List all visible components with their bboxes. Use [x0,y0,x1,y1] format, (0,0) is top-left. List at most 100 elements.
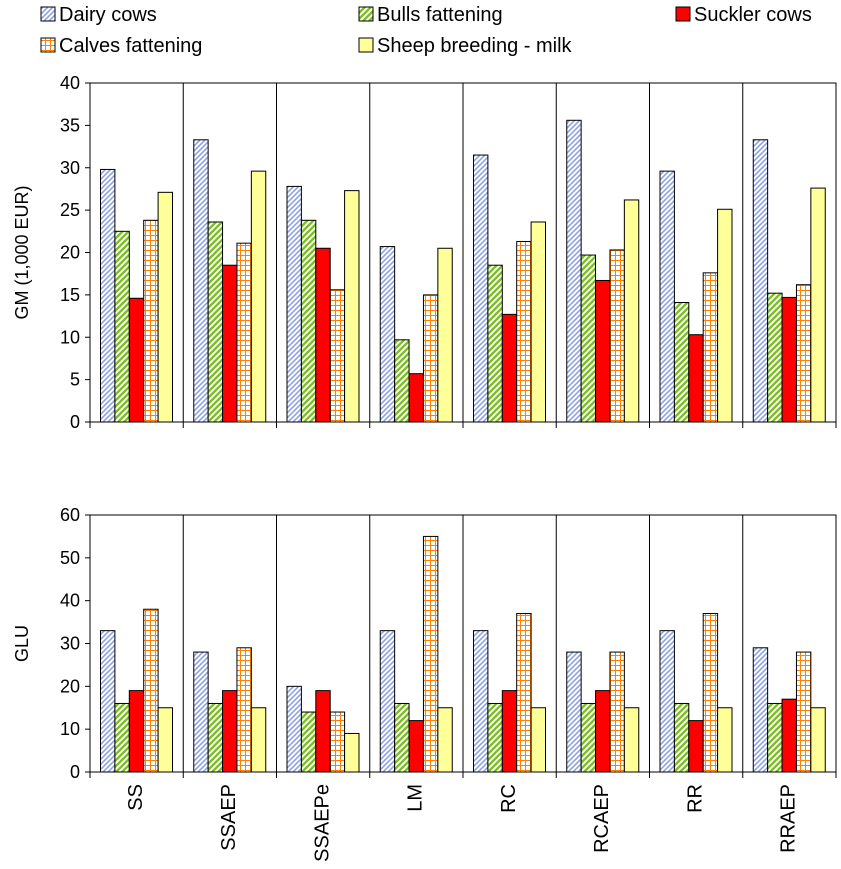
gm-y-tick-label: 25 [60,200,80,220]
legend-label-dairy-cows: Dairy cows [59,4,157,26]
glu-bar-bulls-fattening-rraep [767,702,783,773]
legend-swatch-bulls-fattening [358,6,374,22]
legend-swatch-suckler-cows [675,6,691,22]
gm-bar-bulls-fattening-ss [114,230,130,423]
category-label-rr: RR [684,784,706,813]
gm-bar-bulls-fattening-lm [394,339,410,423]
glu-bar-sheep-breeding-milk-ssaep [250,707,267,773]
legend-swatch-calves-fattening [40,37,56,53]
glu-bar-suckler-cows-ssaep [222,690,238,773]
glu-bar-suckler-cows-rr [688,720,704,773]
gm-bar-calves-fattening-rc [516,240,532,423]
category-label-ssaepe: SSAEPe [311,784,333,862]
gm-y-tick-label: 10 [60,327,80,347]
glu-bar-sheep-breeding-milk-ss [157,707,174,773]
glu-bar-calves-fattening-ssaepe [329,711,346,773]
legend: Dairy cows Bulls fattening Suckler cows … [40,4,812,57]
gm-bar-suckler-cows-rc [501,313,518,423]
gm-bar-dairy-cows-ss [100,168,116,423]
legend-label-sheep-breeding-milk: Sheep breeding - milk [377,35,573,57]
glu-bar-sheep-breeding-milk-lm [437,707,453,773]
gm-bar-dairy-cows-ssaep [193,139,209,423]
gm-bar-calves-fattening-rcaep [609,249,625,423]
glu-bar-suckler-cows-lm [408,720,424,773]
gm-bar-calves-fattening-ssaepe [329,289,346,423]
legend-swatch-sheep-breeding-milk [358,37,374,53]
glu-bar-calves-fattening-rcaep [609,651,625,773]
glu-y-tick-label: 30 [60,634,80,654]
glu-y-tick-label: 50 [60,548,80,568]
gm-bar-calves-fattening-ssaep [236,242,252,423]
gm-bar-bulls-fattening-rr [673,302,690,423]
gm-bar-dairy-cows-rc [473,154,489,423]
gm-bar-sheep-breeding-milk-rc [530,221,546,423]
glu-bar-sheep-breeding-milk-ssaepe [344,732,360,773]
glu-bar-calves-fattening-rraep [795,651,812,773]
gm-bar-dairy-cows-ssaepe [286,185,302,423]
gm-bar-bulls-fattening-ssaepe [300,219,317,423]
gm-bar-suckler-cows-ssaep [222,264,238,423]
glu-bar-calves-fattening-ss [143,608,159,773]
glu-bar-dairy-cows-rr [659,630,675,773]
glu-bar-bulls-fattening-rc [487,702,503,773]
glu-bar-bulls-fattening-rcaep [580,702,597,773]
glu-chart-panel: 0 10 20 30 40 50 60 GLU [12,505,837,782]
glu-bar-bulls-fattening-ss [114,702,130,773]
gm-bar-sheep-breeding-milk-ssaepe [344,190,360,423]
glu-bar-calves-fattening-rc [516,613,532,773]
legend-label-bulls-fattening: Bulls fattening [377,4,503,26]
glu-bar-bulls-fattening-ssaep [207,702,224,773]
gm-bar-suckler-cows-rr [688,334,704,423]
glu-bar-calves-fattening-rr [702,613,719,773]
glu-bar-dairy-cows-ssaep [193,651,209,773]
gm-bar-dairy-cows-rcaep [566,119,582,423]
gm-bar-calves-fattening-ss [143,219,159,423]
category-label-ssaep: SSAEP [218,784,240,851]
gm-y-tick-label: 30 [60,158,80,178]
gm-bar-bulls-fattening-rcaep [580,254,597,423]
gm-bar-dairy-cows-rr [659,170,675,423]
legend-label-calves-fattening: Calves fattening [59,35,202,57]
gm-y-tick-label: 40 [60,73,80,93]
glu-bar-bulls-fattening-rr [673,702,690,773]
category-axis-labels: SS SSAEP SSAEPe LM RC RCAEP RR RRAEP [125,784,800,862]
glu-bar-bulls-fattening-lm [394,702,410,773]
gm-bar-calves-fattening-rraep [795,284,812,423]
gm-bar-sheep-breeding-milk-rcaep [623,199,640,423]
glu-bar-dairy-cows-lm [379,630,396,773]
category-label-rcaep: RCAEP [591,784,613,853]
gm-bar-bulls-fattening-ssaep [207,221,224,423]
legend-item-dairy-cows: Dairy cows [40,4,157,26]
gm-bar-suckler-cows-ssaepe [315,247,331,423]
glu-bar-dairy-cows-rcaep [566,651,582,773]
gm-bar-calves-fattening-lm [422,294,439,423]
glu-y-tick-label: 40 [60,591,80,611]
gm-y-tick-label: 15 [60,285,80,305]
gm-bar-bulls-fattening-rraep [767,292,783,423]
glu-y-tick-label: 60 [60,505,80,525]
glu-bar-suckler-cows-rc [501,690,518,773]
glu-y-tick-label: 10 [60,719,80,739]
gm-bar-suckler-cows-rcaep [595,279,611,423]
legend-item-sheep-breeding-milk: Sheep breeding - milk [358,35,573,57]
glu-y-tick-label: 0 [70,762,80,782]
glu-bar-sheep-breeding-milk-rcaep [623,707,640,773]
gm-bar-suckler-cows-ss [128,297,145,423]
glu-bar-dairy-cows-ss [100,630,116,773]
gm-bar-sheep-breeding-milk-rr [717,208,733,423]
glu-bar-suckler-cows-ss [128,690,145,773]
glu-bar-suckler-cows-ssaepe [315,690,331,773]
legend-item-bulls-fattening: Bulls fattening [358,4,503,26]
gm-bar-calves-fattening-rr [702,272,719,423]
glu-bar-calves-fattening-ssaep [236,647,252,773]
glu-bar-suckler-cows-rcaep [595,690,611,773]
gm-bar-sheep-breeding-milk-rraep [810,187,826,423]
gm-y-tick-label: 35 [60,115,80,135]
gm-bar-sheep-breeding-milk-ssaep [250,170,267,423]
glu-bar-calves-fattening-lm [422,535,439,773]
gm-bar-sheep-breeding-milk-ss [157,191,174,423]
gm-chart-panel: 0 5 10 15 20 25 30 35 40 GM (1,000 EUR) [12,73,837,432]
gm-bar-dairy-cows-lm [379,246,396,423]
glu-bar-bulls-fattening-ssaepe [300,711,317,773]
